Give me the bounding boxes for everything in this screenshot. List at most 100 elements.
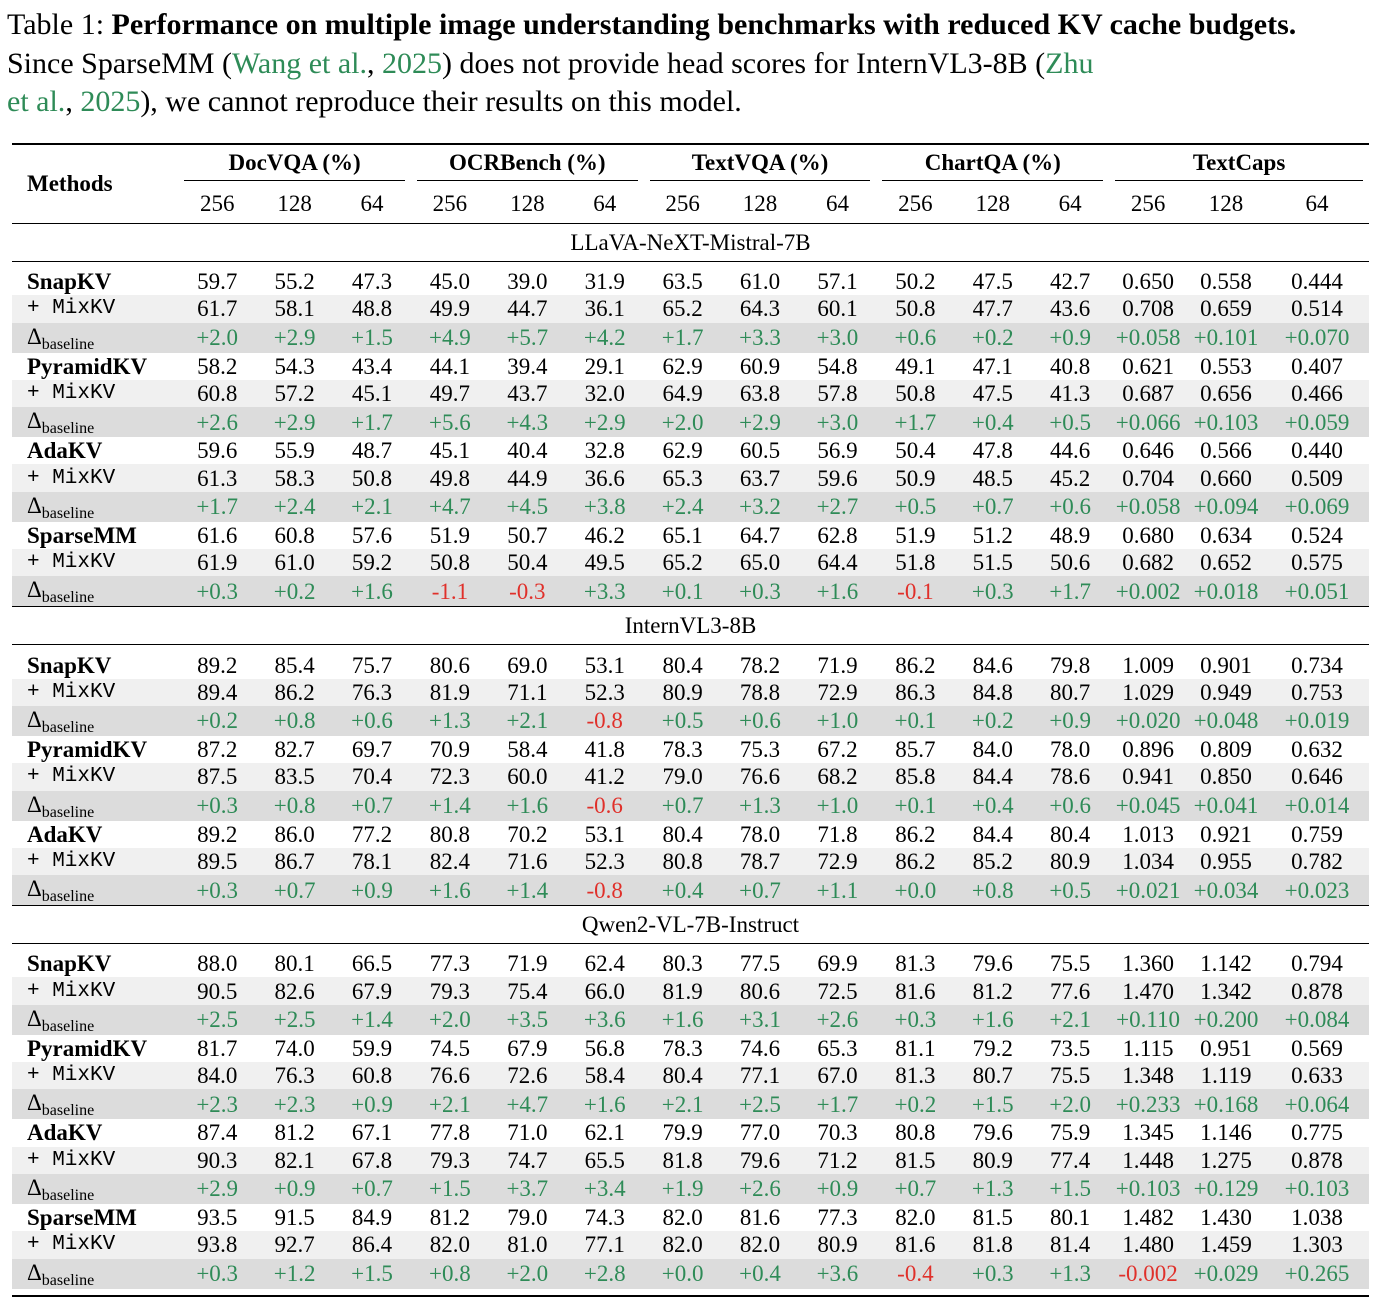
group-header-docvqa: DocVQA (%) xyxy=(178,143,411,185)
delta-label: Δbaseline xyxy=(12,1258,179,1289)
table-cell: 82.0 xyxy=(643,1231,722,1259)
table-cell: +2.4 xyxy=(643,491,722,522)
table-cell: +0.2 xyxy=(876,1089,955,1120)
table-cell: +1.5 xyxy=(954,1089,1032,1120)
table-cell: 82.6 xyxy=(256,977,334,1005)
delta-label: Δbaseline xyxy=(12,705,179,736)
table-cell: 0.941 xyxy=(1109,763,1188,791)
table-cell: 41.2 xyxy=(565,763,644,791)
table-cell: +1.5 xyxy=(333,1258,411,1289)
table-cell: 0.878 xyxy=(1264,1146,1369,1174)
table-cell: +1.3 xyxy=(954,1173,1032,1204)
table-cell: +0.6 xyxy=(876,322,955,353)
table-row-base: SnapKV 89.2 85.4 75.7 80.6 69.0 53.1 80.4 78.2 71… xyxy=(12,651,1369,678)
table-cell: 57.2 xyxy=(256,379,334,408)
table-cell: 0.407 xyxy=(1291,353,1343,379)
table-cell: 0.901 xyxy=(1200,652,1252,678)
table-cell: 1.146 xyxy=(1200,1120,1252,1146)
table-cell: 55.2 xyxy=(274,269,315,295)
table-cell: 44.1 xyxy=(429,353,471,379)
table-cell: 65.1 xyxy=(662,522,703,548)
table-cell: +3.1 xyxy=(721,1004,799,1035)
table-cell: 80.4 xyxy=(1050,821,1091,847)
table-cell: 50.6 xyxy=(1031,549,1110,577)
citation-zhu-name-cont[interactable]: et al. xyxy=(7,85,66,118)
table-cell: +1.5 xyxy=(1031,1173,1110,1204)
table-cell: 67.2 xyxy=(817,737,858,763)
table-cell: +4.3 xyxy=(488,407,566,438)
table-cell: +0.3 xyxy=(721,576,799,607)
table-row-mix: + MixKV 89.5 86.7 78.1 82.4 71.6 52.3 80.8 78.7 7… xyxy=(12,847,1369,876)
bottom-rule xyxy=(12,1288,1369,1297)
table-cell: 0.444 xyxy=(1291,269,1343,295)
table-cell: +3.6 xyxy=(565,1004,644,1035)
table-cell: 0.949 xyxy=(1187,678,1265,706)
table-cell: 86.2 xyxy=(876,847,955,876)
table-cell: +2.4 xyxy=(256,491,334,522)
table-cell: 1.470 xyxy=(1109,977,1188,1005)
table-cell: +1.6 xyxy=(954,1004,1032,1035)
table-cell: 81.8 xyxy=(954,1231,1032,1259)
table-cell: +0.129 xyxy=(1187,1173,1265,1204)
table-cell: +2.3 xyxy=(178,1089,257,1120)
table-cell: 78.0 xyxy=(739,821,781,847)
table-cell: +2.9 xyxy=(256,407,334,438)
table-row-delta: Δbaseline +2.5 +2.5 +1.4 +2.0 +3.5 +3.6 +1.6 +3.… xyxy=(12,1004,1369,1035)
budget-header: 256 xyxy=(410,185,489,224)
table-cell: 50.4 xyxy=(488,549,566,577)
table-row-base: AdaKV 59.6 55.9 48.7 45.1 40.4 32.8 62.9 60.5 56.… xyxy=(12,437,1369,464)
table-cell: -1.1 xyxy=(410,576,489,607)
table-cell: 86.2 xyxy=(895,652,936,678)
table-cell: 36.1 xyxy=(565,295,644,323)
table-cell: 59.6 xyxy=(798,464,877,492)
table-cell: 85.8 xyxy=(876,763,955,791)
table-cell: +0.6 xyxy=(721,705,799,736)
table-cell: +0.6 xyxy=(333,705,411,736)
table-cell: 63.5 xyxy=(662,269,703,295)
table-cell: 0.646 xyxy=(1264,763,1369,791)
citation-wang-year[interactable]: 2025 xyxy=(382,46,443,80)
table-cell: 0.708 xyxy=(1109,295,1188,323)
table-cell: 0.632 xyxy=(1291,737,1343,763)
table-cell: +0.103 xyxy=(1264,1173,1369,1204)
table-cell: 89.2 xyxy=(197,821,238,847)
table-cell: +2.0 xyxy=(1031,1089,1110,1120)
table-cell: 69.0 xyxy=(507,652,548,678)
citation-zhu-name[interactable]: Zhu xyxy=(1045,46,1094,80)
mixkv-label: + MixKV xyxy=(12,295,179,323)
table-cell: 0.646 xyxy=(1122,438,1174,464)
method-name: SnapKV xyxy=(27,269,112,295)
table-cell: 42.7 xyxy=(1050,269,1091,295)
table-cell: 62.9 xyxy=(662,353,703,379)
table-cell: 78.1 xyxy=(333,847,411,876)
table-cell: +3.8 xyxy=(565,491,644,522)
table-cell: 50.2 xyxy=(895,269,936,295)
table-cell: 71.1 xyxy=(488,678,566,706)
table-cell: 80.6 xyxy=(429,652,471,678)
table-cell: 64.3 xyxy=(721,295,799,323)
citation-wang-name[interactable]: Wang et al. xyxy=(231,46,368,80)
table-cell: +0.018 xyxy=(1187,576,1265,607)
table-cell: 77.3 xyxy=(429,951,471,977)
table-cell: +0.4 xyxy=(643,875,722,906)
table-cell: 0.951 xyxy=(1200,1035,1252,1061)
citation-zhu-year[interactable]: 2025 xyxy=(80,85,141,118)
table-cell: 45.1 xyxy=(333,379,411,408)
table-cell: 43.6 xyxy=(1031,295,1110,323)
table-cell: 0.656 xyxy=(1187,379,1265,408)
method-name: PyramidKV xyxy=(27,353,148,379)
table-cell: +0.045 xyxy=(1109,790,1188,821)
table-cell: +0.048 xyxy=(1187,705,1265,736)
table-cell: 87.5 xyxy=(178,763,257,791)
table-cell: +0.058 xyxy=(1109,322,1188,353)
table-cell: +5.7 xyxy=(488,322,566,353)
table-cell: +2.8 xyxy=(565,1258,644,1289)
table-cell: 83.5 xyxy=(256,763,334,791)
table-cell: 0.794 xyxy=(1291,951,1343,977)
table-cell: +0.2 xyxy=(178,705,257,736)
budget-header: 128 xyxy=(1187,185,1265,224)
table-cell: 50.8 xyxy=(410,549,489,577)
table-cell: 80.9 xyxy=(798,1231,877,1259)
table-cell: +3.0 xyxy=(798,322,877,353)
table-cell: 47.5 xyxy=(954,379,1032,408)
